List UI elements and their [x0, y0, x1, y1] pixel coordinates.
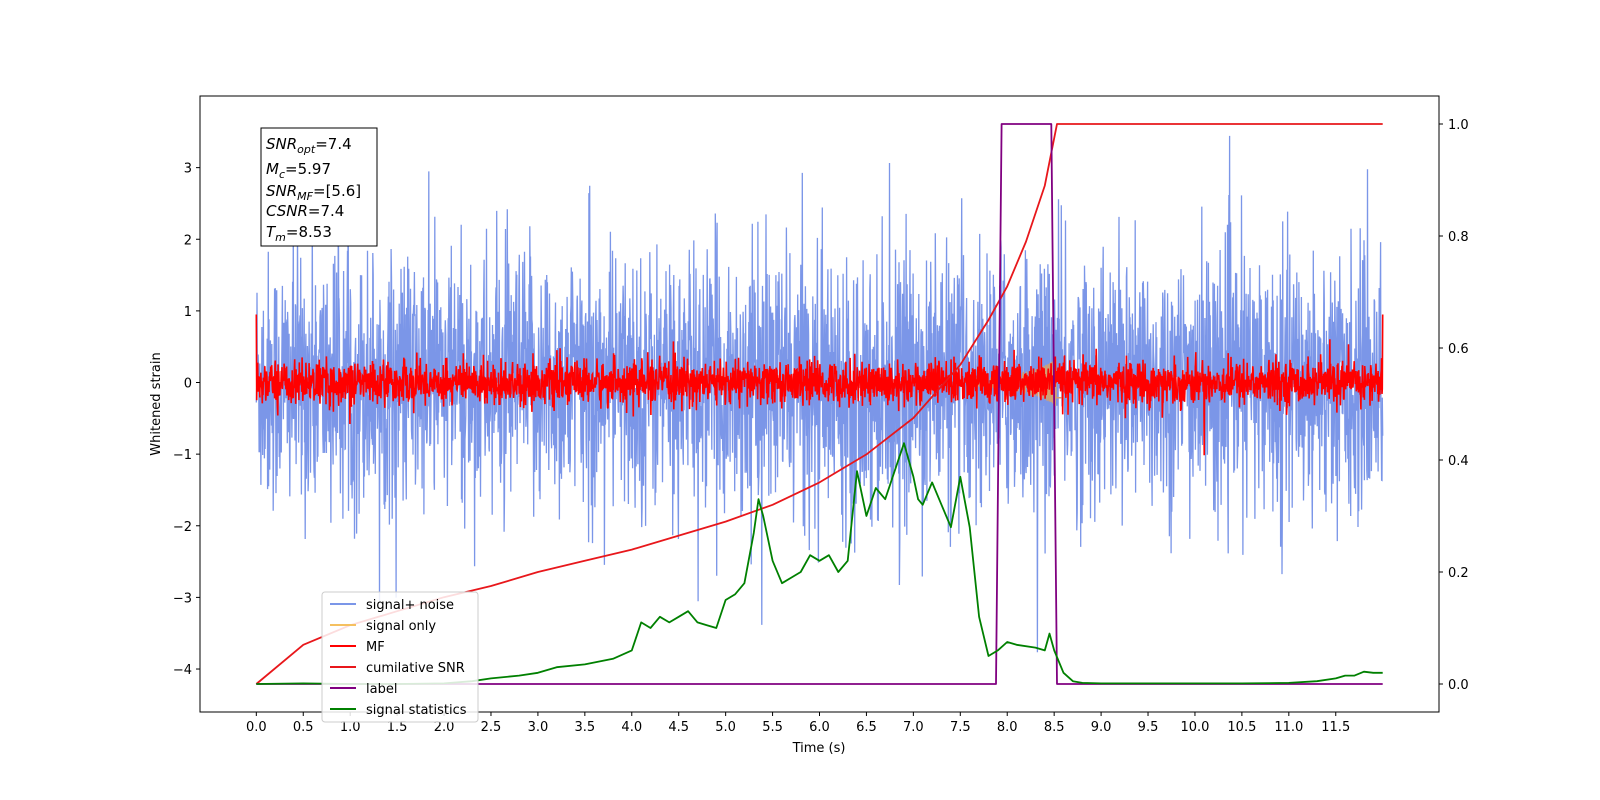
- annotation-tm: Tm=8.53: [266, 223, 332, 244]
- x-tick-label: 4.0: [621, 720, 642, 735]
- x-tick-label: 8.0: [997, 720, 1018, 735]
- annotation-csnr: CSNR=7.4: [266, 202, 344, 220]
- x-tick-label: 8.5: [1044, 720, 1065, 735]
- x-tick-label: 3.0: [528, 720, 549, 735]
- annotation-frame: [260, 127, 378, 247]
- x-tick-label: 3.5: [574, 720, 595, 735]
- series-mf: [255, 314, 1384, 456]
- annotation-snr-mf: SNRMF=[5.6]: [266, 182, 361, 203]
- y-right-tick-label: 0.4: [1448, 454, 1469, 469]
- y-left-tick-label: −4: [173, 663, 192, 678]
- y-left-tick-label: 3: [184, 162, 192, 177]
- parameter-annotation-box: SNRopt=7.4 Mc=5.97 SNRMF=[5.6] CSNR=7.4 …: [260, 127, 378, 247]
- y-left-tick-label: 1: [184, 305, 192, 320]
- x-tick-label: 1.0: [340, 720, 361, 735]
- legend: signal+ noise signal only MF cumilative SNR…: [321, 591, 479, 723]
- x-tick-label: 0.5: [293, 720, 314, 735]
- x-tick-label: 4.5: [668, 720, 689, 735]
- legend-label: signal only: [366, 619, 436, 634]
- x-axis: 0.0 0.5 1.0 1.5 2.0 2.5 3.0 3.5 4.0 4.5 5.0 5.5 6.0 6…: [246, 712, 1350, 735]
- x-axis-label: Time (s): [792, 741, 846, 756]
- x-tick-label: 11.0: [1274, 720, 1303, 735]
- x-tick-label: 0.0: [246, 720, 267, 735]
- annotation-mc: Mc=5.97: [266, 160, 331, 181]
- legend-frame: [321, 591, 479, 723]
- x-tick-label: 9.5: [1138, 720, 1159, 735]
- x-tick-label: 9.0: [1091, 720, 1112, 735]
- x-tick-label: 11.5: [1321, 720, 1350, 735]
- series-signal-statistics: [256, 442, 1383, 685]
- legend-label: label: [366, 682, 397, 697]
- series-signal-plus-noise: [255, 135, 1384, 653]
- x-tick-label: 2.5: [481, 720, 502, 735]
- y-right-tick-label: 0.0: [1448, 678, 1469, 693]
- y-left-tick-label: −3: [173, 591, 192, 606]
- y-axis-left: −4 −3 −2 −1 0 1 2 3: [173, 162, 200, 678]
- y-left-tick-label: 2: [184, 233, 192, 248]
- y-right-tick-label: 0.8: [1448, 230, 1469, 245]
- legend-label: signal statistics: [366, 703, 467, 718]
- x-tick-label: 1.5: [387, 720, 408, 735]
- x-tick-label: 5.5: [762, 720, 783, 735]
- y-right-tick-label: 0.6: [1448, 342, 1469, 357]
- x-tick-label: 7.5: [950, 720, 971, 735]
- annotation-snr-opt: SNRopt=7.4: [266, 135, 352, 156]
- x-tick-label: 7.0: [903, 720, 924, 735]
- y-axis-right: 0.0 0.2 0.4 0.6 0.8 1.0: [1439, 118, 1469, 693]
- y-axis-left-label: Whitened strain: [149, 352, 164, 455]
- legend-label: MF: [366, 640, 385, 655]
- x-tick-label: 10.0: [1180, 720, 1209, 735]
- x-tick-label: 2.0: [434, 720, 455, 735]
- y-left-tick-label: −2: [173, 520, 192, 535]
- legend-label: signal+ noise: [366, 598, 454, 613]
- x-tick-label: 6.5: [856, 720, 877, 735]
- y-left-tick-label: −1: [173, 448, 192, 463]
- y-right-tick-label: 1.0: [1448, 118, 1469, 133]
- x-tick-label: 6.0: [809, 720, 830, 735]
- x-tick-label: 5.0: [715, 720, 736, 735]
- legend-label: cumilative SNR: [366, 661, 465, 676]
- x-tick-label: 10.5: [1227, 720, 1256, 735]
- y-right-tick-label: 0.2: [1448, 566, 1469, 581]
- y-left-tick-label: 0: [184, 377, 192, 392]
